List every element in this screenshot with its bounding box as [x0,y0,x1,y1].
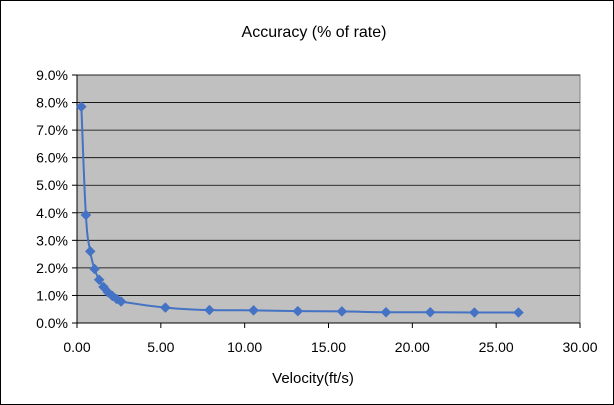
data-point [115,296,127,307]
y-tick-label: 7.0% [36,122,68,138]
y-tick-label: 5.0% [36,177,68,193]
x-tick-label: 20.00 [395,339,430,355]
data-point [248,304,259,316]
data-point [93,274,105,286]
data-point [292,305,304,317]
plot-area: 0.0% 1.0% 2.0% 3.0% 4.0% 5.0% 6.0% 7.0% 8.0% 9.0%… [36,67,598,355]
x-axis-label: Velocity(ft/s) [272,370,354,387]
plot-background [76,74,581,324]
data-point [380,306,392,318]
data-point [107,290,118,302]
y-tick-label: 8.0% [36,95,68,111]
x-tick-label: 15.00 [311,339,346,355]
x-tick-label: 30.00 [562,339,597,355]
y-tick-label: 3.0% [36,232,68,248]
y-tick-label: 4.0% [36,205,68,221]
data-point [204,304,215,316]
data-point [76,101,87,113]
data-point [80,209,92,221]
data-point [160,302,171,313]
x-tick-label: 25.00 [479,339,514,355]
y-tick-label: 6.0% [36,150,68,166]
y-tick-label: 1.0% [36,287,68,303]
x-tick-label: 5.00 [147,339,174,355]
chart-title: Accuracy (% of rate) [242,24,387,41]
x-tick-label: 10.00 [227,339,262,355]
data-point [84,246,96,257]
data-point [89,263,100,275]
data-point [469,307,480,318]
y-tick-label: 0.0% [36,315,68,331]
x-tick-label: 0.00 [63,339,90,355]
data-point [102,286,114,298]
data-point [424,306,436,318]
y-tick-label: 9.0% [36,67,68,83]
data-point [336,306,348,317]
y-tick-label: 2.0% [36,260,68,276]
data-point [513,307,524,318]
